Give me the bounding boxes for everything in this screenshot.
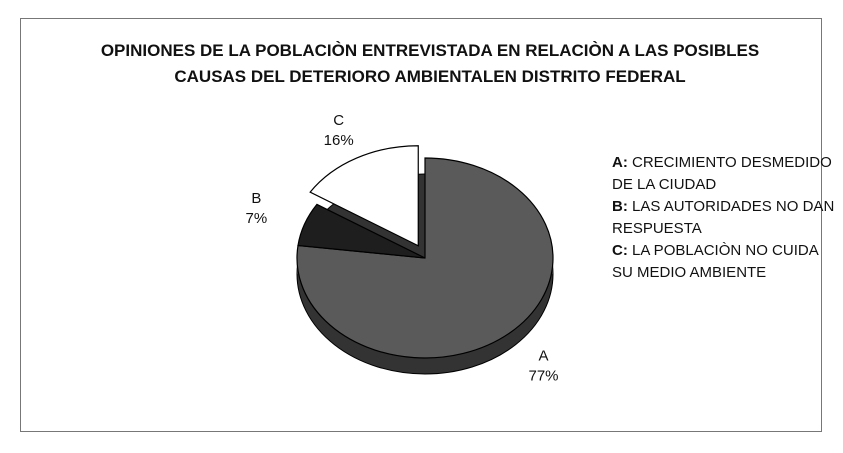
legend-text: CRECIMIENTO DESMEDIDO DE LA CIUDAD	[612, 154, 832, 193]
legend-key: A:	[612, 154, 628, 171]
legend-text: LA POBLACIÒN NO CUIDA SU MEDIO AMBIENTE	[612, 242, 818, 281]
legend-entry: A: CRECIMIENTO DESMEDIDO DE LA CIUDAD	[612, 152, 837, 196]
slice-category: C	[333, 112, 344, 129]
legend-key: B:	[612, 198, 628, 215]
slice-value-label: 16%	[324, 132, 354, 149]
chart-title: OPINIONES DE LA POBLACIÒN ENTREVISTADA E…	[100, 41, 760, 86]
pie-slice	[297, 203, 426, 259]
legend-key: C:	[612, 242, 628, 259]
legend: A: CRECIMIENTO DESMEDIDO DE LA CIUDAD B: …	[612, 152, 837, 284]
slice-value-label: 7%	[246, 210, 268, 227]
legend-entry: B: LAS AUTORIDADES NO DAN RESPUESTA	[612, 196, 837, 240]
pie-slice	[296, 157, 554, 359]
legend-entry: C: LA POBLACIÒN NO CUIDA SU MEDIO AMBIEN…	[612, 240, 837, 284]
legend-text: LAS AUTORIDADES NO DAN RESPUESTA	[612, 198, 835, 237]
slice-category: B	[251, 190, 261, 207]
pie-slice	[309, 145, 419, 247]
chart-frame	[20, 18, 822, 432]
slice-value-label: 77%	[528, 368, 558, 385]
slice-category: A	[538, 348, 548, 365]
